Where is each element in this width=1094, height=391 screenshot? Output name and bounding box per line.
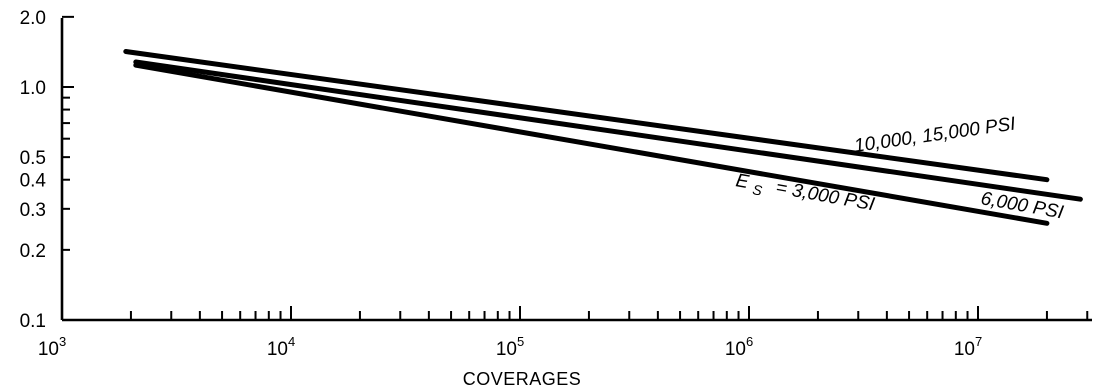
x-tick-label-exp-3: 6 — [746, 334, 753, 349]
series-label-3000-psi-prefix: E — [734, 170, 750, 193]
series-line-2 — [133, 62, 1050, 226]
x-tick-label-exp-2: 5 — [517, 334, 524, 349]
series-label-3000-psi-subscript: S — [751, 181, 764, 198]
x-tick-label-exp-1: 4 — [288, 334, 295, 349]
y-tick-label-2: 0.5 — [20, 148, 46, 169]
x-tick-label-2: 105 — [496, 334, 524, 360]
y-tick-label-0: 2.0 — [20, 8, 46, 29]
x-tick-label-3: 106 — [725, 334, 753, 360]
x-tick-labels: 103 104 105 106 107 — [38, 334, 982, 360]
x-tick-label-1: 104 — [267, 334, 295, 360]
x-tick-label-base-1: 10 — [267, 339, 288, 360]
x-tick-label-exp-4: 7 — [975, 334, 982, 349]
series-label-10000-15000-psi: 10,000, 15,000 PSI — [853, 113, 1018, 157]
x-tick-label-base-0: 10 — [38, 339, 59, 360]
y-tick-label-5: 0.2 — [20, 241, 46, 262]
y-tick-label-6: 0.1 — [20, 311, 46, 332]
series-line-1 — [133, 59, 1083, 202]
y-tick-label-4: 0.3 — [20, 200, 46, 221]
series-label-3000-psi: E S = 3,000 PSI — [733, 170, 877, 220]
x-tick-label-exp-0: 3 — [59, 334, 66, 349]
series-line-0 — [123, 49, 1050, 183]
x-tick-label-0: 103 — [38, 334, 66, 360]
y-tick-label-3: 0.4 — [20, 171, 47, 192]
series-lines — [123, 49, 1083, 226]
x-tick-label-4: 107 — [954, 334, 982, 360]
y-tick-labels: 2.0 1.0 0.50.4 0.3 0.2 0.1 — [20, 8, 47, 332]
axes — [60, 18, 1092, 322]
minor-ticks — [61, 15, 1089, 321]
x-tick-label-base-2: 10 — [496, 339, 517, 360]
x-tick-label-base-4: 10 — [954, 339, 975, 360]
y-tick-label-1: 1.0 — [20, 78, 46, 99]
x-axis-label: COVERAGES — [463, 369, 582, 389]
x-tick-label-base-3: 10 — [725, 339, 746, 360]
